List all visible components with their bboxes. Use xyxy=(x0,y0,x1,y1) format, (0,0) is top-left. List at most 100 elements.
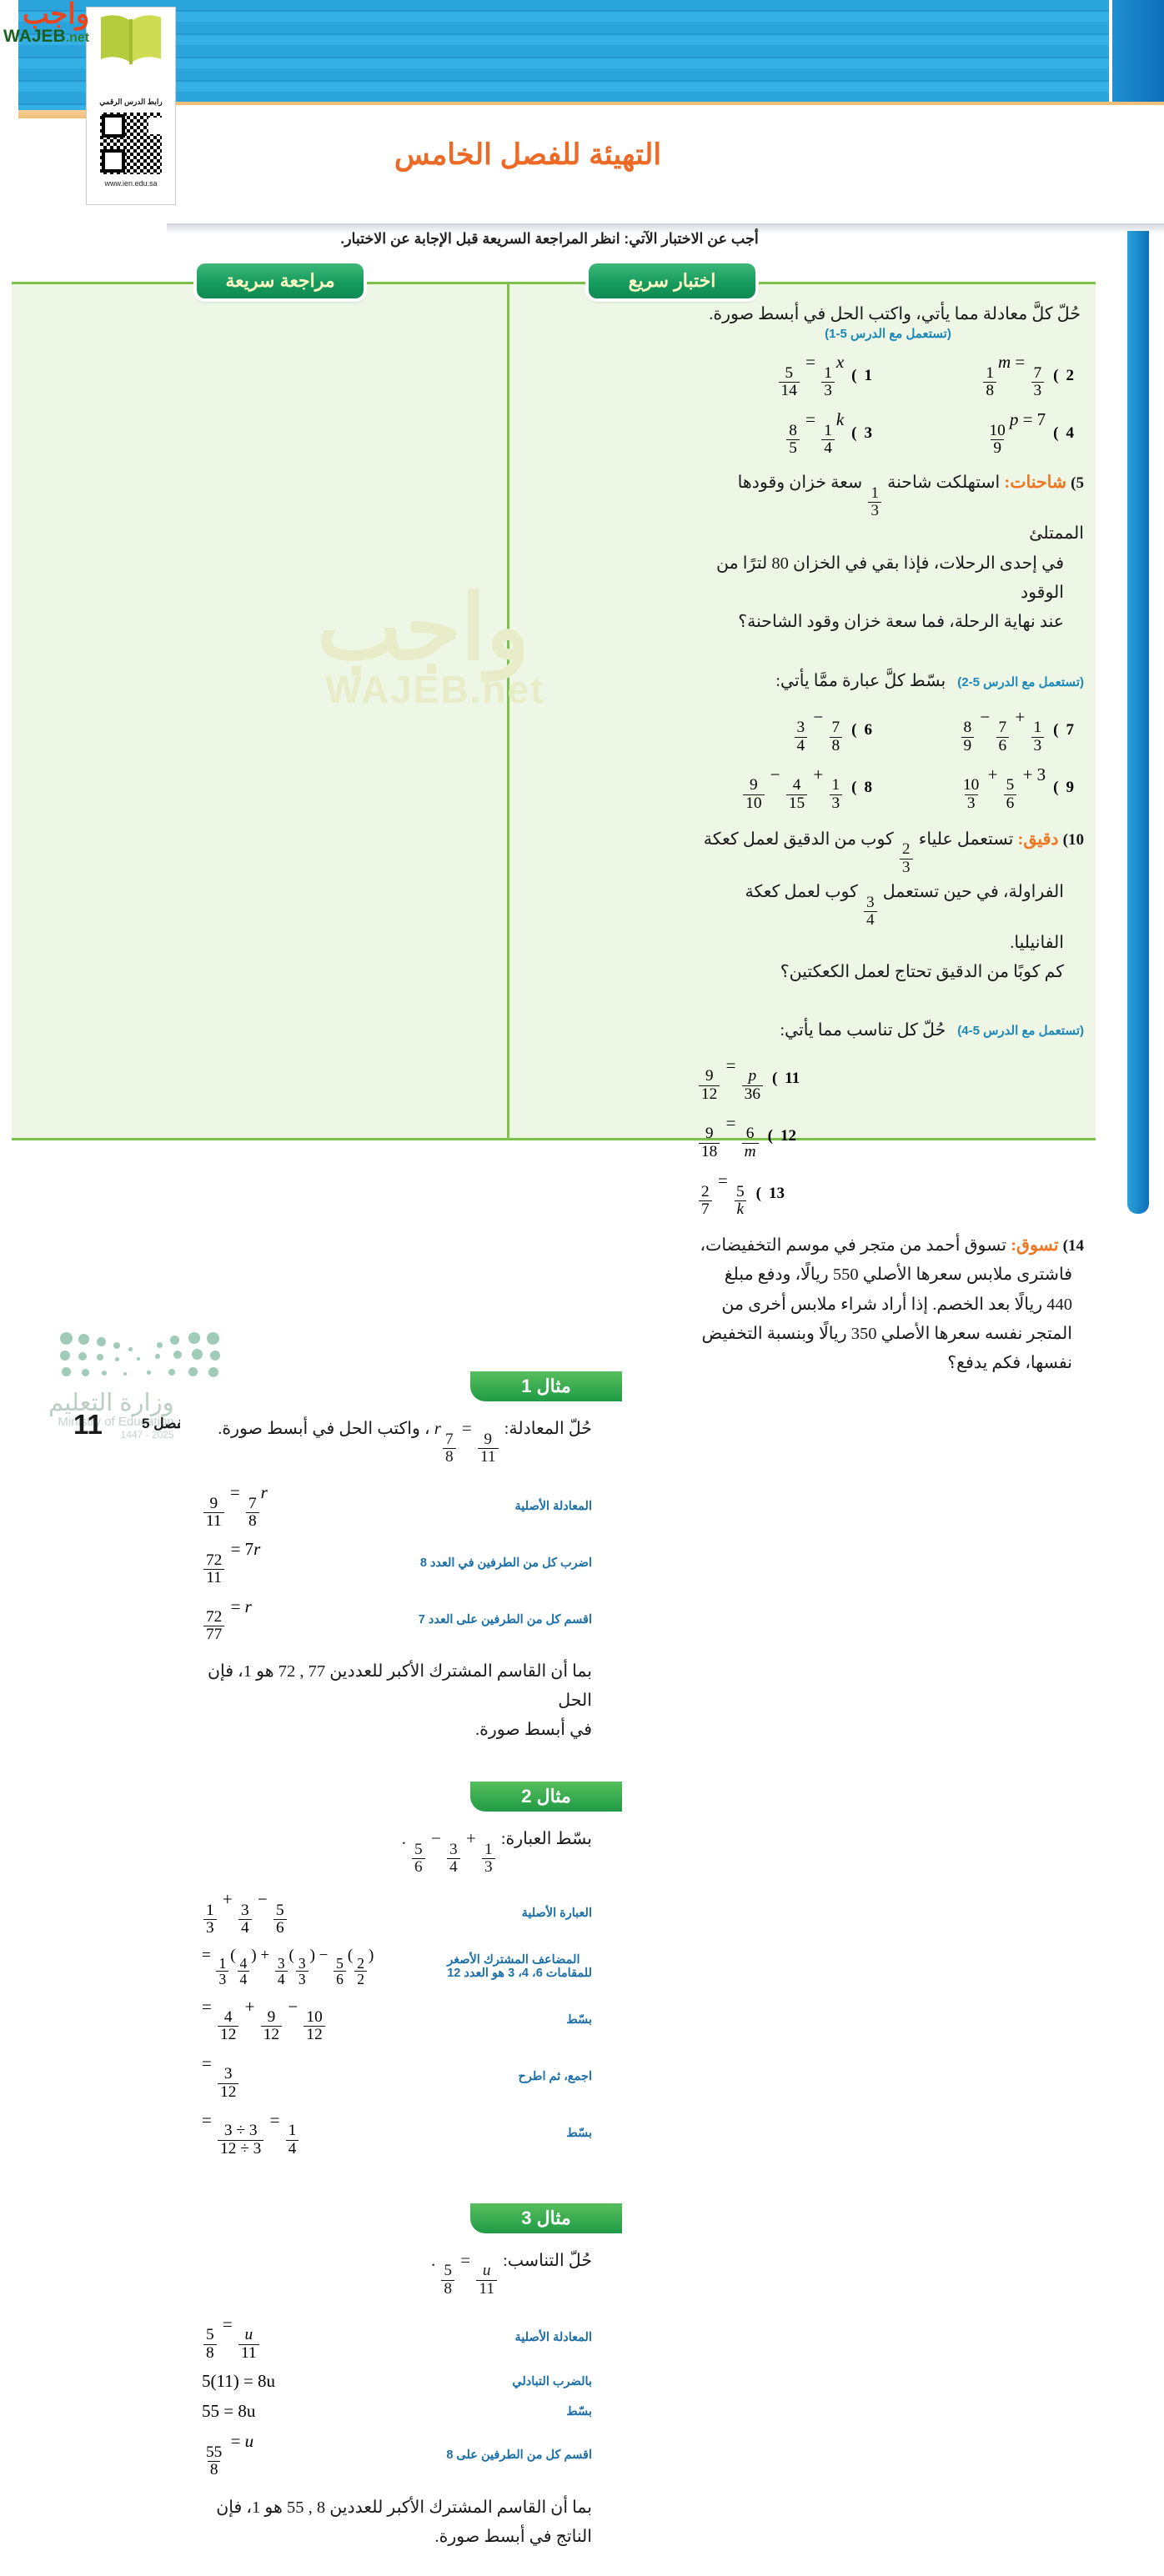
example-1-step-2-note: اضرب كل من الطرفين في العدد 8 xyxy=(419,1556,592,1570)
problem-14-word[interactable]: 14) تسوق: تسوق أحمد من متجر في موسم التخ… xyxy=(692,1231,1084,1378)
page-watermark-latin: WAJEB.net xyxy=(325,668,545,711)
example-3-step-2-equation: 5(11) = 8u xyxy=(202,2371,276,2392)
example-1-step: اضرب كل من الطرفين في العدد 8 72 11 = 7r xyxy=(197,1539,592,1586)
problem-5-line1b: سعة خزان وقودها الممتلئ xyxy=(737,474,1084,544)
example-3-conclusion-line1: بما أن القاسم المشترك الأكبر للعددين 8 ,… xyxy=(216,2498,592,2518)
quiz-group-3: (تستعمل مع الدرس 5-4) حُلّ كل تناسب مما … xyxy=(692,1016,1084,1379)
example-2-step-5-note: بسّط xyxy=(566,2127,592,2141)
example-2-header-label: مثال 2 xyxy=(521,1786,571,1807)
ministry-name-english: Ministry of Education xyxy=(58,1415,174,1429)
problem-10-line1b: كوب من الدقيق لعمل كعكة xyxy=(703,829,894,849)
tab-quick-review[interactable]: مراجعة سريعة xyxy=(197,263,364,298)
problem-14-line1: تسوق أحمد من متجر في موسم التخفيضات، xyxy=(700,1236,1007,1255)
tab-quick-review-label: مراجعة سريعة xyxy=(225,270,335,291)
digital-lesson-qr-panel[interactable]: رابط الدرس الرقمي www.ien.edu.sa xyxy=(86,7,176,205)
example-3-step: اقسم كل من الطرفين على 8 55 8 = u xyxy=(197,2431,592,2478)
problem-row: 11) 9 12 = p 36 xyxy=(692,1055,1084,1103)
example-2-step: اجمع، ثم اطرح = 3 12 xyxy=(197,2053,592,2101)
example-2-step-4-note: اجمع، ثم اطرح xyxy=(518,2070,592,2084)
example-3-step-3-note: بسّط xyxy=(566,2404,592,2418)
problem-5-number: 5 xyxy=(1076,474,1085,493)
example-1-conclusion-line1: بما أن القاسم المشترك الأكبر للعددين 77 … xyxy=(207,1661,592,1710)
problem-10-line1a: تستعمل علياء xyxy=(918,829,1014,849)
problem-3-number: 3 xyxy=(864,423,873,442)
group2-lesson-ref: (تستعمل مع الدرس 5-2) xyxy=(957,675,1084,690)
example-3-step-1-note: المعادلة الأصلية xyxy=(514,2331,592,2345)
problem-7-number: 7 xyxy=(1066,721,1075,739)
ministry-name-arabic: وزارة التعليم xyxy=(48,1390,174,1416)
problem-1-number: 1 xyxy=(864,366,873,384)
example-3-step: بالضرب التبادلي 5(11) = 8u xyxy=(197,2371,592,2392)
header-white-curve xyxy=(167,102,1164,231)
group1-lesson-ref: (تستعمل مع الدرس 5-1) xyxy=(825,327,951,342)
problem-4[interactable]: 4) 10 9 p = 7 xyxy=(887,409,1079,457)
header-curve-shadow xyxy=(167,223,1164,233)
example-3-header: مثال 3 xyxy=(470,2203,622,2233)
example-1-step-3-equation: 72 77 = r xyxy=(202,1596,252,1644)
wajeb-latin-text: WAJEB.net xyxy=(3,28,89,45)
example-3-step-2-note: بالضرب التبادلي xyxy=(512,2374,592,2388)
example-1-conclusion-line2: في أبسط صورة. xyxy=(474,1721,592,1740)
problem-5-line2: في إحدى الرحلات، فإذا بقي في الخزان 80 ل… xyxy=(716,554,1064,602)
qr-code-icon[interactable] xyxy=(98,110,164,177)
group3-lesson-ref: (تستعمل مع الدرس 5-4) xyxy=(957,1024,1084,1039)
content-panel xyxy=(12,282,1096,1140)
wajeb-watermark-logo: واجب WAJEB.net xyxy=(3,0,89,45)
problem-10-line2a: الفراولة، في حين تستعمل xyxy=(882,882,1064,901)
wajeb-tld: .net xyxy=(65,30,90,45)
banner-left-notch xyxy=(0,0,18,118)
example-2-step-1-note: العبارة الأصلية xyxy=(521,1906,592,1920)
problem-10-keyword: دقيق: xyxy=(1017,829,1059,849)
example-2-step-2-note-line1: المضاعف المشترك الأصغر xyxy=(447,1953,580,1967)
problem-11[interactable]: 11) 9 12 = p 36 xyxy=(697,1055,800,1103)
problem-8-number: 8 xyxy=(864,779,873,797)
problem-5-line3: عند نهاية الرحلة، فما سعة خزان وقود الشا… xyxy=(738,613,1064,632)
column-divider xyxy=(507,282,509,1140)
right-blue-sidebar-lower xyxy=(1127,230,1149,1214)
tab-quick-test[interactable]: اختبار سريع xyxy=(589,263,755,298)
example-2-step: بسّط = 4 12 + 9 12 − 10 12 xyxy=(197,1997,592,2044)
problem-14-line5: نفسها، فكم يدفع؟ xyxy=(947,1354,1072,1373)
example-2-step-2-equation: = 1 3(4 4) + 3 4(3 3) − 5 6(2 2) xyxy=(202,1946,374,1988)
quick-test-column: حُلّ كلَّ معادلة مما يأتي، واكتب الحل في… xyxy=(692,300,1084,1378)
ministry-year: 2025 - 1447 xyxy=(120,1429,174,1441)
problem-10-number: 10 xyxy=(1068,830,1084,849)
example-2-step-3-equation: = 4 12 + 9 12 − 10 12 xyxy=(202,1997,327,2044)
problem-9-number: 9 xyxy=(1066,779,1075,797)
problem-2-number: 2 xyxy=(1066,366,1075,384)
problem-11-expression: 9 12 = p 36 xyxy=(697,1055,765,1103)
problem-5-line1a: استهلكت شاحنة xyxy=(887,474,1001,493)
ministry-dot-pattern xyxy=(57,1329,223,1377)
example-3-conclusion-line2: الناتج في أبسط صورة. xyxy=(434,2528,592,2547)
